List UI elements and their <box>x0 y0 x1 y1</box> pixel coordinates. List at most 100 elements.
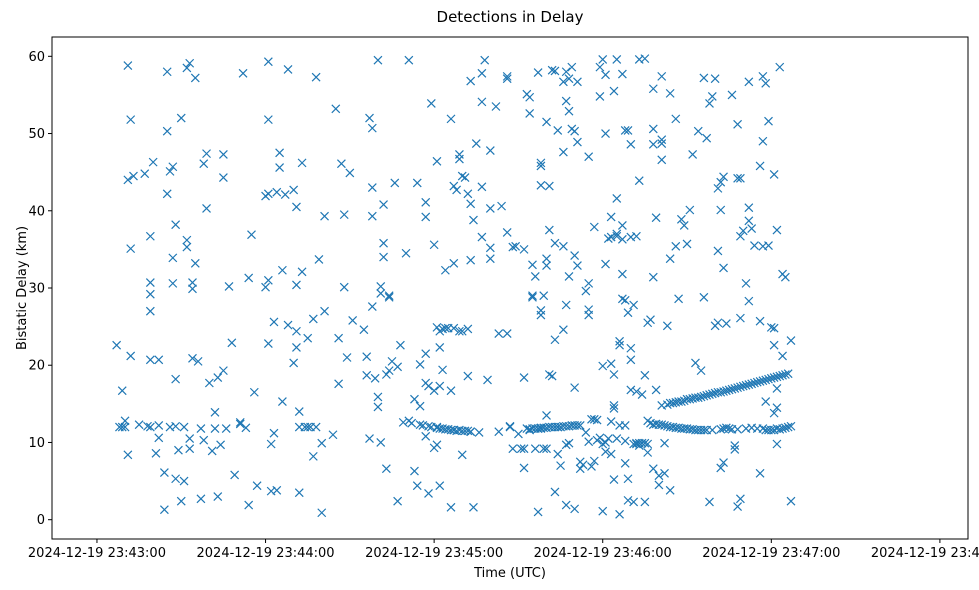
data-point <box>224 282 234 291</box>
data-point <box>775 62 785 72</box>
data-point <box>129 171 138 181</box>
data-point <box>426 98 436 108</box>
data-point <box>778 351 787 361</box>
data-point <box>345 168 355 178</box>
data-point <box>724 424 734 433</box>
data-point <box>320 306 329 316</box>
data-point <box>185 58 195 68</box>
data-point <box>244 500 254 510</box>
data-point <box>117 422 127 432</box>
data-point <box>407 418 417 428</box>
data-point <box>308 314 318 324</box>
data-point <box>435 481 445 491</box>
data-point <box>747 224 757 233</box>
data-point <box>640 438 650 448</box>
data-point <box>550 335 560 345</box>
x-tick-label: 2024-12-19 23:47:00 <box>702 546 840 561</box>
data-point <box>328 430 338 440</box>
data-point <box>297 267 307 277</box>
data-point <box>381 464 391 474</box>
data-point <box>154 355 164 365</box>
data-point <box>573 421 582 430</box>
data-point <box>227 338 237 348</box>
data-point <box>182 242 192 252</box>
data-point <box>755 161 765 171</box>
data-point <box>750 378 759 388</box>
data-point <box>617 294 627 304</box>
data-point <box>632 387 641 396</box>
data-point <box>657 139 667 149</box>
data-point <box>174 445 183 455</box>
data-point <box>494 329 504 338</box>
data-point <box>393 362 403 372</box>
data-point <box>542 117 551 127</box>
data-point <box>460 173 470 182</box>
data-point <box>145 289 155 299</box>
data-point <box>648 272 658 282</box>
data-point <box>474 427 484 437</box>
data-point <box>182 235 192 245</box>
data-point <box>640 497 650 507</box>
data-point <box>485 146 495 155</box>
data-point <box>769 340 779 350</box>
data-point <box>483 375 492 385</box>
data-point <box>772 403 782 413</box>
data-point <box>297 158 307 168</box>
data-point <box>575 421 585 430</box>
data-point <box>587 461 596 471</box>
data-point <box>584 305 594 315</box>
data-point <box>421 431 431 441</box>
data-point <box>668 398 678 408</box>
data-point <box>145 355 155 365</box>
data-point <box>617 269 627 279</box>
data-point <box>758 136 768 146</box>
y-tick-label: 0 <box>37 513 45 528</box>
data-point <box>615 509 625 519</box>
data-point <box>620 295 630 305</box>
data-point <box>145 306 155 316</box>
data-point <box>707 425 717 435</box>
data-point <box>339 210 349 220</box>
data-point <box>218 173 228 182</box>
data-point <box>446 114 456 124</box>
data-point <box>190 73 200 83</box>
x-tick-label: 2024-12-19 23:45:00 <box>365 546 503 561</box>
data-point <box>404 55 414 65</box>
data-point <box>277 265 287 275</box>
data-point <box>244 273 254 283</box>
data-point <box>171 474 181 484</box>
data-point <box>362 370 372 380</box>
data-point <box>713 183 723 193</box>
data-point <box>466 427 476 437</box>
data-point <box>640 54 650 64</box>
data-point <box>547 371 557 381</box>
data-point <box>477 232 487 242</box>
data-point <box>764 241 773 250</box>
data-point <box>379 238 388 248</box>
data-point <box>764 116 773 126</box>
data-point <box>705 390 714 400</box>
data-point <box>230 470 240 480</box>
data-point <box>679 396 689 406</box>
data-point <box>502 71 512 81</box>
data-point <box>764 374 773 384</box>
data-point <box>398 417 408 427</box>
data-point <box>609 86 619 96</box>
data-point <box>466 199 476 209</box>
data-point <box>519 244 529 254</box>
data-point <box>432 440 442 450</box>
data-point <box>544 181 554 191</box>
data-point <box>752 377 762 387</box>
data-point <box>629 300 639 310</box>
data-point <box>623 308 633 318</box>
data-point <box>342 353 352 362</box>
data-point <box>598 54 608 64</box>
data-point <box>685 205 695 215</box>
data-point <box>241 423 251 433</box>
data-point <box>696 392 706 402</box>
data-point <box>283 320 293 330</box>
data-point <box>421 197 431 207</box>
data-point <box>550 487 560 497</box>
data-point <box>769 323 779 333</box>
data-point <box>721 423 731 433</box>
